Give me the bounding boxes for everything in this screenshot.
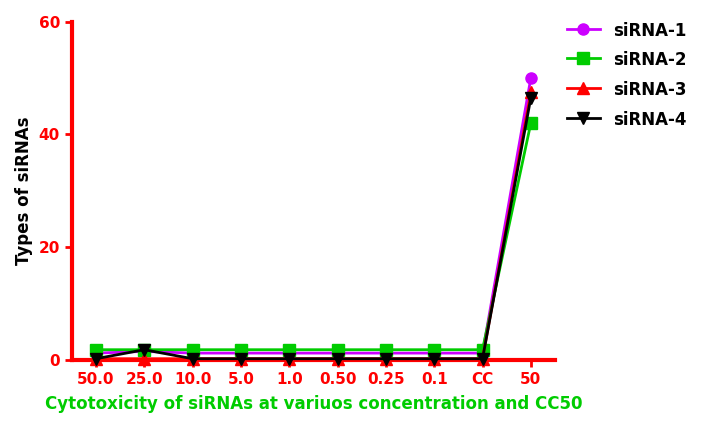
siRNA-3 (237, 356, 245, 361)
siRNA-2 (189, 347, 197, 352)
Legend: siRNA-1, siRNA-2, siRNA-3, siRNA-4: siRNA-1, siRNA-2, siRNA-3, siRNA-4 (560, 15, 693, 136)
siRNA-2 (140, 347, 148, 352)
Line: siRNA-3: siRNA-3 (90, 86, 537, 364)
siRNA-1 (140, 349, 148, 354)
siRNA-2 (381, 347, 390, 352)
siRNA-4 (381, 356, 390, 361)
siRNA-2 (91, 347, 100, 352)
siRNA-1 (333, 351, 342, 356)
siRNA-1 (527, 75, 535, 80)
Line: siRNA-2: siRNA-2 (90, 118, 537, 355)
siRNA-1 (189, 351, 197, 356)
siRNA-4 (189, 356, 197, 361)
Line: siRNA-4: siRNA-4 (90, 92, 537, 364)
siRNA-3 (527, 89, 535, 95)
siRNA-1 (479, 351, 487, 356)
siRNA-4 (237, 356, 245, 361)
Line: siRNA-1: siRNA-1 (90, 72, 537, 359)
siRNA-1 (285, 351, 294, 356)
siRNA-4 (140, 347, 148, 352)
siRNA-2 (430, 347, 438, 352)
siRNA-4 (333, 356, 342, 361)
siRNA-2 (333, 347, 342, 352)
siRNA-2 (237, 347, 245, 352)
siRNA-1 (91, 351, 100, 356)
siRNA-1 (237, 351, 245, 356)
siRNA-4 (479, 356, 487, 361)
siRNA-3 (285, 356, 294, 361)
siRNA-3 (140, 356, 148, 361)
siRNA-3 (189, 356, 197, 361)
siRNA-4 (527, 95, 535, 100)
siRNA-2 (479, 347, 487, 352)
siRNA-2 (285, 347, 294, 352)
siRNA-3 (430, 356, 438, 361)
siRNA-3 (91, 356, 100, 361)
siRNA-3 (381, 356, 390, 361)
siRNA-3 (333, 356, 342, 361)
siRNA-2 (527, 121, 535, 126)
siRNA-1 (430, 351, 438, 356)
siRNA-1 (381, 351, 390, 356)
siRNA-4 (91, 356, 100, 361)
X-axis label: Cytotoxicity of siRNAs at variuos concentration and CC50: Cytotoxicity of siRNAs at variuos concen… (45, 395, 582, 413)
siRNA-3 (479, 356, 487, 361)
siRNA-4 (285, 356, 294, 361)
Y-axis label: Types of siRNAs: Types of siRNAs (15, 116, 33, 265)
siRNA-4 (430, 356, 438, 361)
